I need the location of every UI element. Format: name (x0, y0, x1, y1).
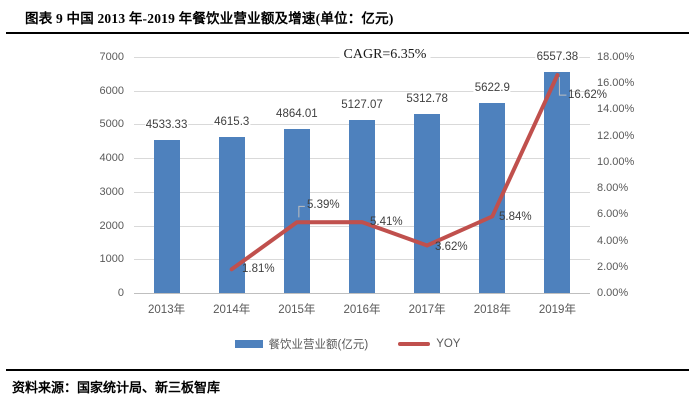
y-axis-tick-left: 6000 (99, 85, 124, 97)
source-note: 资料来源：国家统计局、新三板智库 (6, 369, 689, 405)
y-axis-tick-right: 18.00% (597, 51, 635, 63)
gridline (134, 90, 590, 92)
x-axis-tick: 2019年 (538, 304, 576, 316)
bar-value-label: 4864.01 (275, 108, 319, 121)
title-divider-line (6, 32, 689, 34)
y-axis-tick-right: 2.00% (597, 261, 629, 273)
bar-value-label: 5622.9 (473, 82, 511, 95)
revenue-bar (154, 140, 180, 293)
y-axis-tick-right: 14.00% (597, 103, 635, 115)
y-axis-tick-left: 0 (117, 287, 124, 299)
yoy-point-label: 1.81% (242, 263, 275, 275)
bar-value-label: 5127.07 (340, 99, 384, 112)
yoy-point-label: 3.62% (435, 241, 468, 253)
y-axis-tick-right: 10.00% (597, 156, 635, 168)
y-axis-tick-right: 8.00% (597, 182, 629, 194)
legend-line-swatch (398, 342, 431, 346)
legend-item: YOY (398, 338, 460, 350)
bar-value-label: 4615.3 (213, 116, 251, 129)
revenue-bar (349, 120, 375, 293)
legend-label: 餐饮业营业额(亿元) (268, 339, 369, 351)
revenue-bar (544, 72, 570, 293)
x-axis-tick: 2014年 (213, 304, 251, 316)
x-axis-line (134, 293, 590, 294)
cagr-annotation: CAGR=6.35% (339, 47, 431, 63)
y-axis-tick-right: 16.00% (597, 77, 635, 89)
y-axis-tick-left: 7000 (99, 51, 124, 63)
y-axis-tick-left: 5000 (99, 118, 124, 130)
yoy-point-label: 5.41% (370, 216, 403, 228)
chart-legend: 餐饮业营业额(亿元) YOY (0, 336, 695, 352)
y-axis-tick-left: 2000 (99, 220, 124, 232)
figure-title: 图表 9 中国 2013 年-2019 年餐饮业营业额及增速(单位：亿元) (25, 11, 394, 26)
yoy-point-label: 5.84% (499, 211, 532, 223)
y-axis-tick-right: 4.00% (597, 235, 629, 247)
y-axis-tick-left: 1000 (99, 253, 124, 265)
bar-value-label: 5312.78 (405, 93, 449, 106)
x-axis-tick: 2016年 (343, 304, 381, 316)
y-axis-tick-left: 3000 (99, 186, 124, 198)
y-axis-tick-left: 4000 (99, 152, 124, 164)
bar-value-label: 6557.38 (535, 51, 580, 64)
yoy-point-label: 16.62% (568, 89, 608, 101)
revenue-bar (479, 103, 505, 293)
x-axis-tick: 2018年 (473, 304, 511, 316)
revenue-bar (414, 114, 440, 293)
x-axis-tick: 2013年 (148, 304, 186, 316)
y-axis-tick-right: 6.00% (597, 208, 629, 220)
bar-value-label: 4533.33 (144, 119, 189, 132)
legend-item: 餐饮业营业额(亿元) (234, 336, 369, 352)
y-axis-tick-right: 12.00% (597, 130, 635, 142)
x-axis-tick: 2017年 (408, 304, 446, 316)
legend-label: YOY (436, 338, 461, 350)
yoy-point-label: 5.39% (307, 199, 340, 211)
y-axis-tick-right: 0.00% (597, 287, 629, 299)
source-text: 资料来源：国家统计局、新三板智库 (12, 380, 221, 395)
legend-bar-swatch (234, 340, 263, 348)
yoy-line (229, 73, 560, 272)
x-axis-tick: 2015年 (278, 304, 316, 316)
